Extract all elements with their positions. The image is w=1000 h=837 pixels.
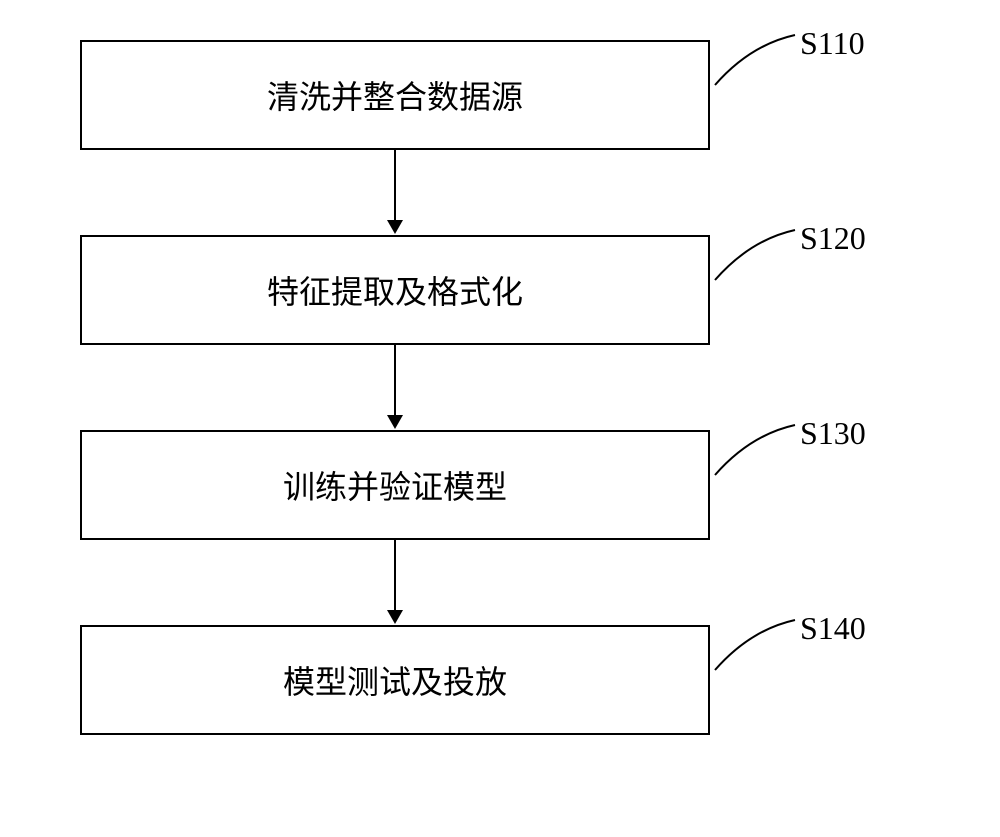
connector-curve-1 [710,30,800,90]
connector-curve-2 [710,225,800,285]
arrow-head-1 [387,220,403,234]
arrow-line-1 [394,150,396,220]
arrow-line-2 [394,345,396,415]
arrow-line-3 [394,540,396,610]
flow-step-3-box: 训练并验证模型 [80,430,710,540]
step-label-3: S130 [800,415,866,452]
arrow-head-3 [387,610,403,624]
step-label-2: S120 [800,220,866,257]
step-label-4: S140 [800,610,866,647]
connector-curve-3 [710,420,800,480]
flow-step-2-box: 特征提取及格式化 [80,235,710,345]
flow-step-2-text: 特征提取及格式化 [267,267,523,313]
flow-step-4-box: 模型测试及投放 [80,625,710,735]
flow-step-4-text: 模型测试及投放 [283,657,507,703]
arrow-head-2 [387,415,403,429]
flow-step-1-box: 清洗并整合数据源 [80,40,710,150]
connector-curve-4 [710,615,800,675]
step-label-1: S110 [800,25,865,62]
flow-step-1-text: 清洗并整合数据源 [267,72,523,118]
flow-step-3-text: 训练并验证模型 [283,462,507,508]
